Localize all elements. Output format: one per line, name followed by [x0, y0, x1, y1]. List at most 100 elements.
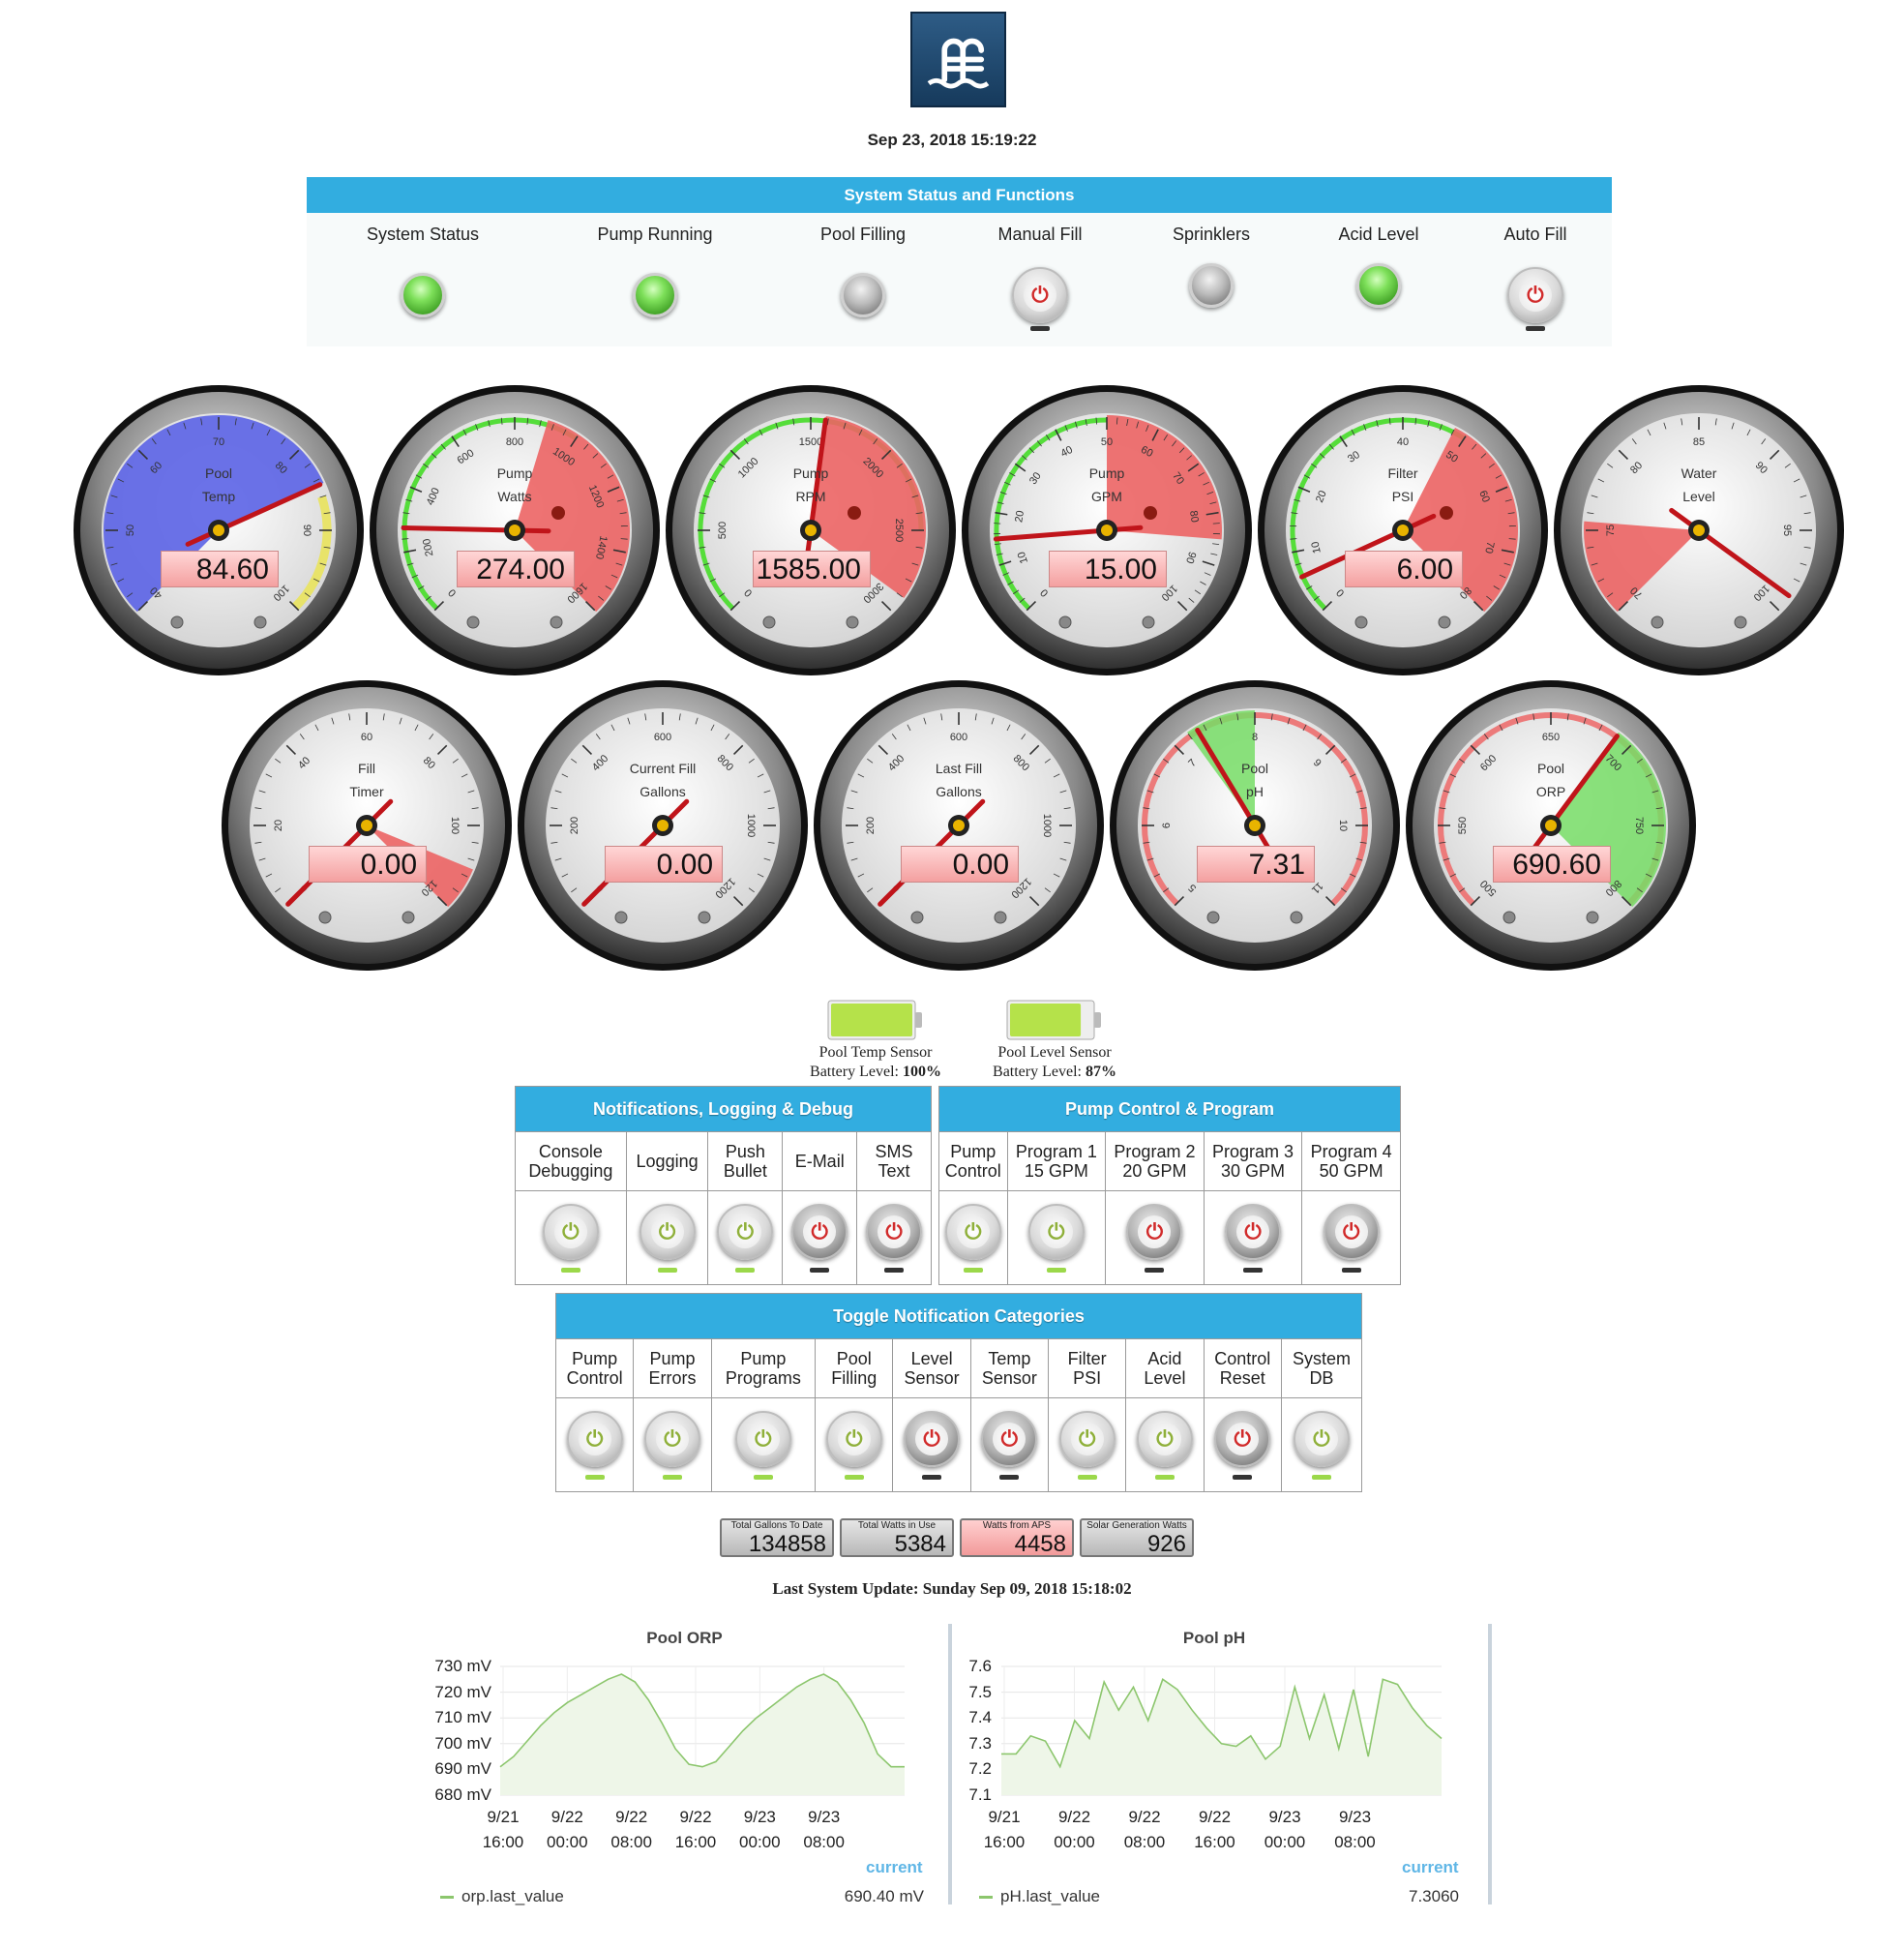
- toggle-button[interactable]: ⏻: [1027, 1203, 1085, 1260]
- gauge-alarm-lamp: [1440, 506, 1453, 520]
- toggle-button[interactable]: ⏻: [1225, 1203, 1282, 1260]
- toggle-button[interactable]: ⏻: [1293, 1410, 1350, 1467]
- toggle-button[interactable]: ⏻: [904, 1410, 961, 1467]
- gauge-tick: [266, 429, 271, 436]
- status-led: [1356, 263, 1401, 308]
- toggle-button[interactable]: ⏻: [791, 1203, 848, 1260]
- gauge-lamp: [1142, 615, 1155, 629]
- gauge-value-display: 274.00: [457, 551, 575, 587]
- manual-toggle-button[interactable]: ⏻: [1012, 267, 1068, 323]
- gauge-tick: [1179, 447, 1185, 454]
- control-label-line: Filter: [1067, 1349, 1107, 1368]
- gauge-tick: [500, 417, 503, 425]
- x-tick-label: 9/22 08:00: [593, 1805, 670, 1855]
- control-toggle-cell: ⏻: [1280, 1397, 1363, 1492]
- gauge-tick: [1328, 443, 1334, 450]
- gauge-tick: [110, 562, 118, 566]
- manual-toggle-button[interactable]: ⏻: [1507, 267, 1563, 323]
- gauge-tick: [1176, 600, 1188, 612]
- gauge-value-display: 7.31: [1197, 846, 1315, 883]
- gauge-tick: [1631, 438, 1637, 445]
- gauge-tick: [1363, 424, 1367, 431]
- gauge-tick: [1209, 501, 1217, 505]
- gauge-tick: [1636, 758, 1643, 764]
- x-tick-label: 9/22 08:00: [1106, 1805, 1183, 1855]
- gauge-label: Pool: [1536, 761, 1565, 776]
- toggle-button[interactable]: ⏻: [944, 1203, 1001, 1260]
- gauge-tick: [526, 417, 529, 425]
- toggle-button[interactable]: ⏻: [1058, 1410, 1116, 1467]
- toggle-button[interactable]: ⏻: [1323, 1203, 1380, 1260]
- gauge-label: Current Fill: [629, 761, 697, 776]
- gauge-tick: [847, 807, 854, 810]
- gauge-tick: [1206, 491, 1214, 495]
- toggle-button[interactable]: ⏻: [866, 1203, 923, 1260]
- control-label-line: Bullet: [723, 1161, 767, 1181]
- control-label-line: Control: [566, 1368, 623, 1388]
- gauge-lamp: [1586, 911, 1599, 924]
- toggle-button[interactable]: ⏻: [1126, 1203, 1183, 1260]
- toggle-button[interactable]: ⏻: [825, 1410, 882, 1467]
- gauge-tick-label: 80: [1187, 510, 1201, 524]
- gauge-tick: [1198, 472, 1205, 477]
- gauge-tick: [905, 578, 912, 583]
- gauge-zone: [1290, 417, 1466, 611]
- gauge-lamp: [1438, 615, 1451, 629]
- control-label: Logging: [625, 1131, 709, 1191]
- chart-title: Pool ORP: [646, 1629, 723, 1647]
- toggle-button[interactable]: ⏻: [717, 1203, 774, 1260]
- x-tick-time: 16:00: [1194, 1833, 1235, 1851]
- toggle-button[interactable]: ⏻: [1136, 1410, 1193, 1467]
- gauge-tick: [1153, 773, 1161, 778]
- y-tick-label: 690 mV: [434, 1759, 491, 1779]
- gauge-tick: [891, 734, 897, 740]
- gauge-tick: [1187, 734, 1193, 740]
- gauge-tick: [402, 538, 409, 540]
- toggle-indicator: [884, 1267, 905, 1273]
- toggle-button[interactable]: ⏻: [639, 1203, 696, 1260]
- gauge-lamp: [1206, 911, 1220, 924]
- power-icon: ⏻: [1236, 1214, 1270, 1248]
- legend-item[interactable]: pH.last_value: [979, 1887, 1100, 1906]
- gauge-tick: [896, 592, 903, 598]
- counter-value: 5384: [894, 1531, 946, 1557]
- toggle-wrapper: ⏻: [816, 1410, 892, 1480]
- gauge-tick-label: 200: [569, 817, 580, 834]
- gauge-tick: [1355, 790, 1363, 794]
- toggle-wrapper: ⏻: [516, 1203, 626, 1273]
- gauge-tick: [610, 574, 618, 579]
- legend-item[interactable]: orp.last_value: [440, 1887, 564, 1906]
- battery-label: Pool Level Sensor Battery Level: 87%: [958, 1043, 1151, 1082]
- toggle-button[interactable]: ⏻: [542, 1203, 599, 1260]
- gauge-tick: [1645, 873, 1652, 878]
- x-tick-label: 9/23 00:00: [721, 1805, 798, 1855]
- toggle-button[interactable]: ⏻: [643, 1410, 700, 1467]
- toggle-button[interactable]: ⏻: [981, 1410, 1038, 1467]
- gauge-tick: [1324, 895, 1336, 907]
- gauge-tick: [106, 546, 114, 549]
- counter-title: Total Gallons To Date: [730, 1520, 823, 1531]
- gauge-tick-label: 600: [950, 732, 967, 743]
- gauge-tick: [1340, 758, 1347, 764]
- gauge-tick: [1202, 560, 1215, 566]
- toggle-indicator: [844, 1474, 864, 1480]
- control-label-line: Reset: [1219, 1368, 1265, 1388]
- gauge-tick: [319, 562, 327, 566]
- gauge-tick: [285, 744, 297, 756]
- control-label-line: Pump: [740, 1349, 787, 1368]
- gauge-tick: [619, 512, 627, 515]
- toggle-button[interactable]: ⏻: [734, 1410, 791, 1467]
- gauge-tick: [620, 538, 628, 540]
- toggle-wrapper: ⏻: [1126, 1410, 1203, 1480]
- gauge-tick: [1470, 895, 1481, 907]
- toggle-button[interactable]: ⏻: [1214, 1410, 1271, 1467]
- toggle-button[interactable]: ⏻: [566, 1410, 623, 1467]
- control-toggle-cell: ⏻: [625, 1190, 709, 1285]
- control-label-line: Control: [944, 1161, 1001, 1181]
- status-label: Acid Level: [1338, 225, 1419, 244]
- gauge-zone: [291, 495, 332, 611]
- gauge-tick: [719, 592, 726, 598]
- gauge-tick: [1532, 713, 1535, 721]
- gauge-tick: [1063, 807, 1071, 810]
- gauge-tick: [451, 435, 460, 447]
